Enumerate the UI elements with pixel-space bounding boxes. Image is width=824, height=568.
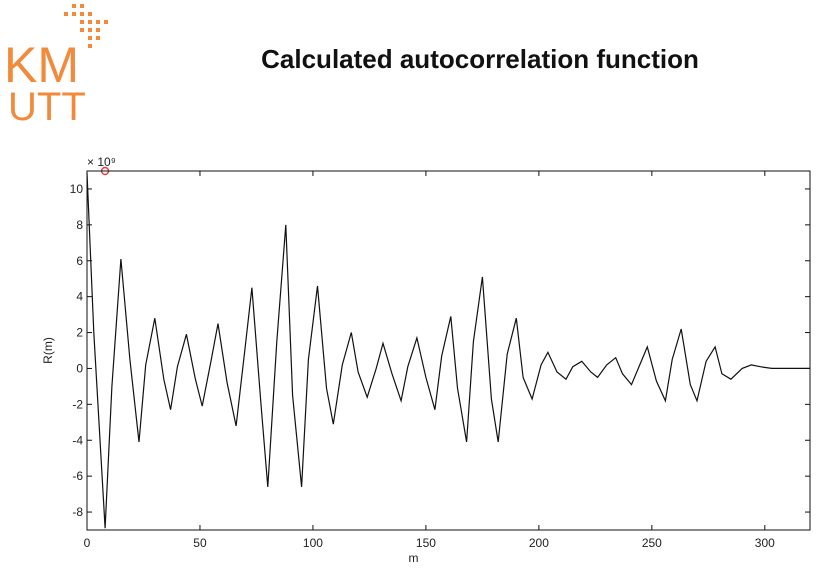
logo-text-bottom: UTT [8,85,86,129]
y-tick-label: -8 [72,505,83,519]
logo-dot-pattern [64,4,108,48]
y-scale-note: × 10⁹ [87,155,116,169]
x-axis-label: m [409,551,419,565]
y-tick-label: -2 [72,397,83,411]
y-tick-label: -6 [72,469,83,483]
x-tick-label: 300 [755,536,775,550]
autocorrelation-chart: -8 -6 -4 -2 0 2 4 6 8 10 0 50 100 150 200 250 300 × 10⁹… [41,155,811,565]
x-tick-label: 100 [303,536,323,550]
autocorrelation-line [86,172,810,529]
y-tick-label: 8 [76,218,83,232]
logo-text-top: KM [4,37,79,93]
y-tick-label: 4 [76,290,83,304]
kmutt-logo: KM UTT [4,4,108,129]
y-axis-ticks: -8 -6 -4 -2 0 2 4 6 8 10 [70,182,810,519]
y-axis-label: R(m) [41,337,55,364]
y-tick-label: 0 [76,361,83,375]
plot-frame [86,170,811,531]
y-tick-label: 6 [76,254,83,268]
x-tick-label: 50 [193,536,207,550]
x-tick-label: 150 [416,536,436,550]
y-tick-label: 10 [70,182,84,196]
y-tick-label: 2 [76,326,83,340]
x-tick-label: 0 [84,536,91,550]
y-tick-label: -4 [72,433,83,447]
x-tick-label: 250 [642,536,662,550]
slide-title: Calculated autocorrelation function [261,44,699,74]
x-tick-label: 200 [529,536,549,550]
x-axis-ticks: 0 50 100 150 200 250 300 [84,171,775,550]
